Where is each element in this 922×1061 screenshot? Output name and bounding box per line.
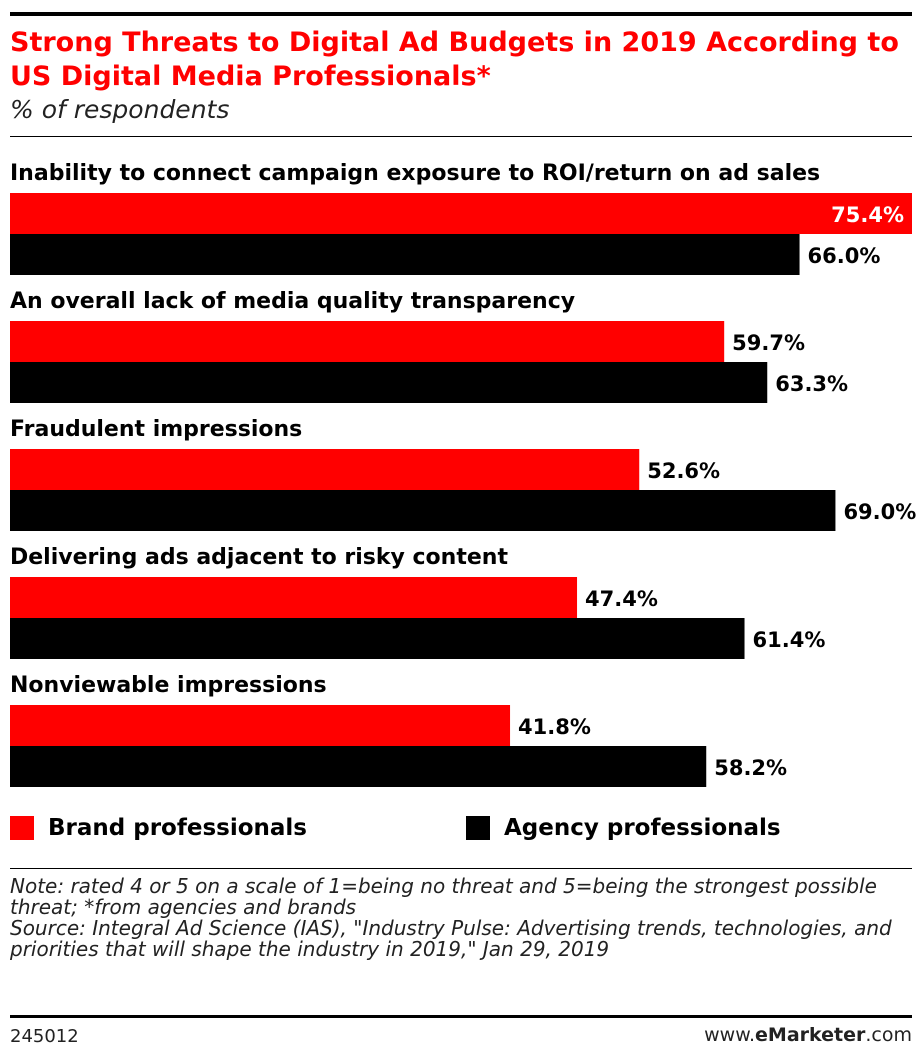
bottom-rule xyxy=(10,1015,912,1018)
top-rule xyxy=(10,12,912,16)
chart-subtitle: % of respondents xyxy=(10,95,230,124)
legend-item-brand: Brand professionals xyxy=(10,815,307,841)
bar-brand xyxy=(10,577,578,618)
legend-swatch-agency xyxy=(466,816,490,840)
value-label-agency: 61.4% xyxy=(753,628,826,652)
value-label-agency: 58.2% xyxy=(714,756,787,780)
brand-link[interactable]: www.eMarketer.com xyxy=(704,1024,912,1046)
value-label-agency: 63.3% xyxy=(775,372,848,396)
category-label: Fraudulent impressions xyxy=(10,417,302,442)
bar-brand xyxy=(10,449,640,490)
source-text: Source: Integral Ad Science (IAS), "Indu… xyxy=(10,916,892,961)
bar-agency xyxy=(10,746,707,787)
legend-item-agency: Agency professionals xyxy=(466,815,781,841)
value-label-agency: 69.0% xyxy=(843,500,916,524)
value-label-brand: 47.4% xyxy=(585,587,658,611)
category-label: An overall lack of media quality transpa… xyxy=(10,289,575,314)
category-label: Delivering ads adjacent to risky content xyxy=(10,545,508,570)
bar-agency xyxy=(10,234,800,275)
brand-name: eMarketer xyxy=(755,1024,866,1046)
brand-prefix: www. xyxy=(704,1024,756,1046)
category-label: Inability to connect campaign exposure t… xyxy=(10,161,820,186)
legend-label-brand: Brand professionals xyxy=(48,815,307,841)
legend-label-agency: Agency professionals xyxy=(504,815,781,841)
notes-block: Note: rated 4 or 5 on a scale of 1=being… xyxy=(10,876,910,960)
bar-brand xyxy=(10,193,912,234)
bar-brand xyxy=(10,321,725,362)
header-divider xyxy=(10,136,912,137)
bar-chart: Inability to connect campaign exposure t… xyxy=(10,161,916,787)
legend-swatch-brand xyxy=(10,816,34,840)
brand-suffix: .com xyxy=(865,1024,912,1046)
bar-agency xyxy=(10,618,745,659)
chart-title: Strong Threats to Digital Ad Budgets in … xyxy=(10,27,899,92)
note-text: Note: rated 4 or 5 on a scale of 1=being… xyxy=(10,874,877,919)
category-label: Nonviewable impressions xyxy=(10,673,327,698)
chart-id: 245012 xyxy=(10,1026,79,1047)
value-label-agency: 66.0% xyxy=(808,244,881,268)
value-label-brand: 75.4% xyxy=(831,203,904,227)
value-label-brand: 41.8% xyxy=(518,715,591,739)
bar-brand xyxy=(10,705,511,746)
bar-agency xyxy=(10,490,836,531)
value-label-brand: 52.6% xyxy=(647,459,720,483)
notes-divider xyxy=(10,868,912,869)
bar-agency xyxy=(10,362,768,403)
value-label-brand: 59.7% xyxy=(732,331,805,355)
